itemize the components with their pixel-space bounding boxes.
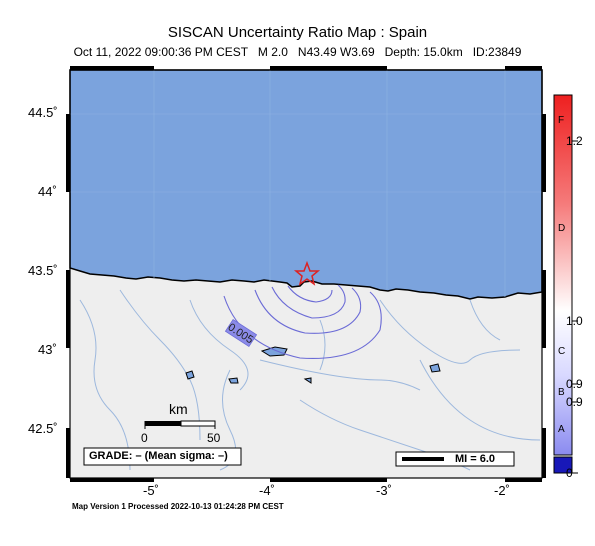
colorbar-label-0.9b: 0.9 bbox=[566, 395, 583, 409]
uncertainty-contours bbox=[223, 284, 382, 359]
scale-bar-unit: km bbox=[169, 401, 188, 417]
colorbar-label-0: 0 bbox=[566, 466, 573, 480]
colorbar-label-0.9a: 0.9 bbox=[566, 377, 583, 391]
grade-box-frame bbox=[83, 447, 242, 466]
grade-box: GRADE: – (Mean sigma: –) bbox=[89, 450, 228, 462]
lat-tick-43: 43˚ bbox=[38, 342, 57, 357]
graticule bbox=[70, 70, 542, 297]
lat-tick-44: 44˚ bbox=[38, 184, 57, 199]
colorbar-label-1.2: 1.2 bbox=[566, 134, 583, 148]
colorbar-label-1.0: 1.0 bbox=[566, 314, 583, 328]
scale-bar-tick-0: 0 bbox=[141, 431, 148, 445]
map-version-footer: Map Version 1 Processed 2022-10-13 01:24… bbox=[72, 502, 284, 511]
colorbar-zero-swatch bbox=[553, 456, 573, 474]
colorbar-grade-b: B bbox=[558, 387, 565, 398]
lat-tick-42.5: 42.5˚ bbox=[28, 421, 58, 436]
scale-bar-tick-50: 50 bbox=[207, 431, 221, 445]
colorbar-grade-f: F bbox=[558, 115, 565, 126]
mi-legend: MI = 6.0 bbox=[455, 453, 496, 465]
mi-legend-frame bbox=[395, 451, 515, 467]
colorbar-grade-d: D bbox=[558, 223, 566, 234]
colorbar-grade-a: A bbox=[558, 424, 565, 435]
colorbar-grade-c: C bbox=[558, 346, 566, 357]
lat-tick-43.5: 43.5˚ bbox=[28, 263, 58, 278]
epicenter-star-icon bbox=[293, 260, 321, 286]
lon-tick-2: -2˚ bbox=[494, 483, 510, 498]
lon-tick-3: -3˚ bbox=[376, 483, 392, 498]
scale-bar bbox=[144, 420, 216, 429]
lon-tick-4: -4˚ bbox=[259, 483, 275, 498]
sea-area bbox=[69, 69, 543, 300]
lat-tick-44.5: 44.5˚ bbox=[28, 105, 58, 120]
colorbar-ticks bbox=[572, 140, 578, 474]
colorbar bbox=[553, 94, 573, 456]
map-title: SISCAN Uncertainty Ratio Map : Spain bbox=[167, 24, 428, 41]
map-border-ticks bbox=[66, 66, 546, 482]
event-summary: Oct 11, 2022 09:00:36 PM CEST M 2.0 N43.… bbox=[73, 45, 522, 59]
reservoirs bbox=[185, 346, 441, 384]
rivers bbox=[79, 289, 541, 471]
lon-tick-5: -5˚ bbox=[143, 483, 159, 498]
